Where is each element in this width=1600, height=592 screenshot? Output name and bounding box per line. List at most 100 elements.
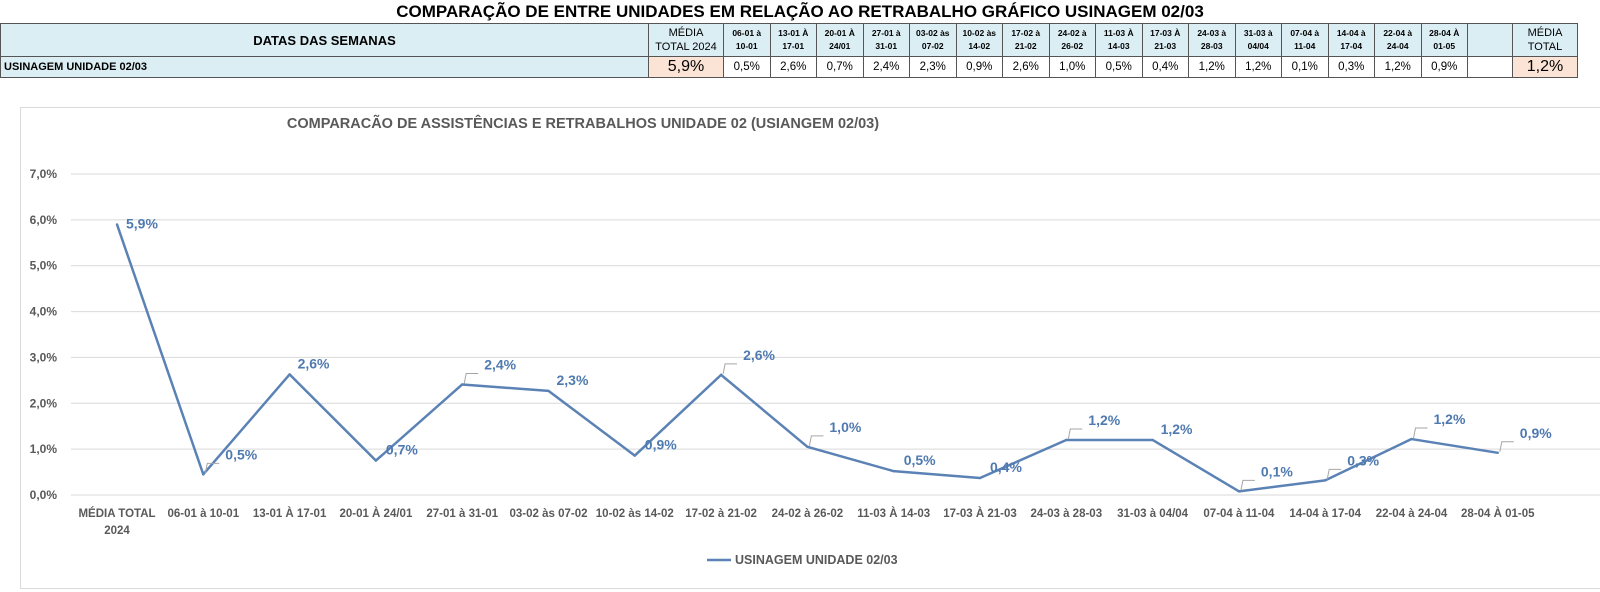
week-header-line: 22-04 à bbox=[1383, 28, 1413, 38]
data-label: 0,4% bbox=[990, 459, 1022, 475]
y-tick-label: 0,0% bbox=[30, 488, 58, 502]
y-tick-label: 3,0% bbox=[30, 350, 58, 364]
week-header-2: 13-01 À 17-01 bbox=[769, 23, 817, 57]
x-tick-label: 24-03 à 28-03 bbox=[1030, 508, 1102, 520]
x-tick-label: 24-02 à 26-02 bbox=[772, 508, 844, 520]
leader-line bbox=[204, 462, 220, 474]
week-header-14: 14-04 à 17-04 bbox=[1327, 23, 1375, 57]
x-tick-label: 31-03 à 04/04 bbox=[1117, 508, 1189, 520]
week-header-line: 07-02 bbox=[921, 41, 944, 51]
data-label: 2,3% bbox=[557, 372, 589, 388]
week-header-line: 17-01 bbox=[782, 41, 805, 51]
y-tick-label: 5,0% bbox=[30, 259, 58, 273]
data-point bbox=[806, 445, 809, 449]
x-tick-label: 07-04 à 11-04 bbox=[1203, 508, 1275, 520]
week-value-7: 2,6% bbox=[1002, 56, 1050, 78]
y-tick-label: 2,0% bbox=[30, 396, 58, 410]
data-point bbox=[547, 389, 550, 393]
week-value-4: 2,4% bbox=[862, 56, 910, 78]
leader-line bbox=[1326, 468, 1342, 480]
avg-2024-header-line1: MÉDIA bbox=[668, 27, 704, 39]
data-label: 0,1% bbox=[1261, 463, 1293, 479]
week-header-line: 03-02 às bbox=[915, 28, 950, 38]
week-header-line: 01-05 bbox=[1433, 41, 1456, 51]
week-header-line: 14-03 bbox=[1107, 41, 1130, 51]
table-header-row: DATAS DAS SEMANAS MÉDIA TOTAL 2024 06-01… bbox=[0, 23, 1578, 57]
y-tick-label: 7,0% bbox=[30, 167, 58, 181]
x-tick-label: 20-01 À 24/01 bbox=[339, 507, 412, 520]
chart-title: COMPARACÃO DE ASSISTÊNCIAS E RETRABALHOS… bbox=[287, 114, 879, 132]
week-value-9: 0,5% bbox=[1095, 56, 1143, 78]
week-header-line: 11-03 À bbox=[1103, 28, 1134, 38]
week-value-6: 0,9% bbox=[955, 56, 1003, 78]
data-label: 0,5% bbox=[904, 452, 936, 468]
blank-value-cell bbox=[1467, 56, 1513, 78]
week-header-line: 31-03 à bbox=[1243, 28, 1273, 38]
week-header-line: 28-03 bbox=[1200, 41, 1223, 51]
week-value-3: 0,7% bbox=[816, 56, 864, 78]
week-value-14: 0,3% bbox=[1327, 56, 1375, 78]
y-tick-label: 4,0% bbox=[30, 305, 58, 319]
week-header-line: 28-04 À bbox=[1429, 28, 1460, 38]
legend-label: USINAGEM UNIDADE 02/03 bbox=[735, 553, 898, 567]
week-header-10: 17-03 À 21-03 bbox=[1141, 23, 1189, 57]
data-label: 0,7% bbox=[386, 442, 418, 458]
y-tick-label: 1,0% bbox=[30, 442, 58, 456]
week-header-line: 31-01 bbox=[875, 41, 898, 51]
week-value-12: 1,2% bbox=[1234, 56, 1282, 78]
leader-line bbox=[1413, 427, 1428, 439]
x-tick-label: 2024 bbox=[104, 525, 130, 537]
week-header-line: 10-02 às bbox=[962, 28, 997, 38]
avg-2024-value: 5,9% bbox=[648, 56, 724, 78]
week-header-line: 06-01 à bbox=[732, 28, 762, 38]
leader-line bbox=[1067, 428, 1083, 440]
row-label-cell: USINAGEM UNIDADE 02/03 bbox=[0, 56, 649, 78]
avg-2024-header-line2: TOTAL 2024 bbox=[655, 41, 717, 53]
avg-total-header: MÉDIA TOTAL bbox=[1512, 23, 1578, 57]
week-header-line: 27-01 à bbox=[871, 28, 901, 38]
week-header-11: 24-03 à 28-03 bbox=[1188, 23, 1236, 57]
data-label: 0,5% bbox=[225, 446, 257, 462]
leader-line bbox=[1240, 479, 1255, 491]
week-header-line: 21-02 bbox=[1014, 41, 1037, 51]
avg-total-header-line: TOTAL bbox=[1527, 41, 1563, 53]
data-point bbox=[978, 476, 982, 480]
x-tick-label: 03-02 às 07-02 bbox=[509, 508, 587, 520]
data-point bbox=[719, 373, 723, 377]
y-tick-label: 6,0% bbox=[30, 213, 58, 227]
page-title: COMPARAÇÃO DE ENTRE UNIDADES EM RELAÇÃO … bbox=[396, 2, 1204, 21]
week-header-line: 17-04 bbox=[1340, 41, 1363, 51]
data-label: 1,2% bbox=[1088, 412, 1120, 428]
week-value-8: 1,0% bbox=[1048, 56, 1096, 78]
week-value-13: 0,1% bbox=[1281, 56, 1329, 78]
x-tick-label: 13-01 À 17-01 bbox=[253, 507, 327, 520]
x-tick-label: MÉDIA TOTAL bbox=[78, 507, 155, 520]
data-label: 0,3% bbox=[1347, 452, 1379, 468]
week-header-line: 14-02 bbox=[968, 41, 991, 51]
data-point bbox=[1496, 451, 1500, 455]
leader-line bbox=[1499, 441, 1514, 452]
week-header-7: 17-02 à 21-02 bbox=[1002, 23, 1050, 57]
week-header-9: 11-03 À 14-03 bbox=[1095, 23, 1143, 57]
x-tick-label: 17-03 À 21-03 bbox=[943, 507, 1017, 520]
avg-total-value: 1,2% bbox=[1512, 56, 1578, 78]
chart-area: COMPARACÃO DE ASSISTÊNCIAS E RETRABALHOS… bbox=[20, 107, 1600, 589]
week-value-2: 2,6% bbox=[769, 56, 817, 78]
week-header-line: 07-04 à bbox=[1290, 28, 1320, 38]
data-label: 2,6% bbox=[298, 355, 330, 371]
week-header-15: 22-04 à 24-04 bbox=[1374, 23, 1422, 57]
week-value-11: 1,2% bbox=[1188, 56, 1236, 78]
avg-2024-header: MÉDIA TOTAL 2024 bbox=[648, 23, 724, 57]
week-header-1: 06-01 à 10-01 bbox=[723, 23, 771, 57]
line-chart: COMPARACÃO DE ASSISTÊNCIAS E RETRABALHOS… bbox=[30, 114, 1600, 567]
week-header-line: 17-03 À bbox=[1150, 28, 1181, 38]
week-header-6: 10-02 às 14-02 bbox=[955, 23, 1003, 57]
data-point bbox=[1237, 490, 1241, 493]
week-header-line: 24-03 à bbox=[1197, 28, 1227, 38]
week-header-line: 24-04 bbox=[1386, 41, 1409, 51]
week-value-10: 0,4% bbox=[1141, 56, 1189, 78]
week-header-5: 03-02 às 07-02 bbox=[909, 23, 957, 57]
leader-line bbox=[808, 435, 824, 446]
x-tick-label: 06-01 à 10-01 bbox=[167, 508, 239, 520]
week-header-line: 20-01 À bbox=[824, 28, 855, 38]
